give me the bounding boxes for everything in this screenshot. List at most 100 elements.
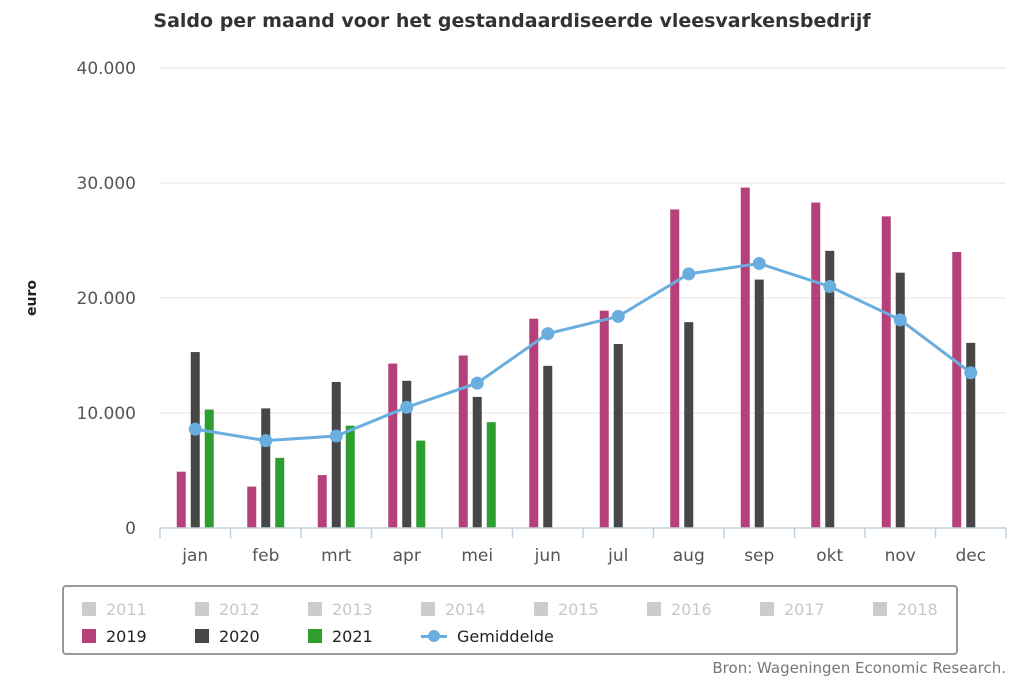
legend-item-2015[interactable]: 2015 [534, 599, 599, 619]
bar-2019-apr [388, 363, 398, 528]
legend-swatch [82, 602, 96, 616]
x-tick-label: sep [744, 546, 774, 566]
y-tick-label: 20.000 [77, 289, 136, 309]
bar-2019-feb [247, 486, 257, 528]
legend-label: 2015 [558, 599, 599, 619]
y-axis-title: euro [24, 280, 40, 316]
legend-label: 2014 [445, 599, 486, 619]
bar-2020-sep [754, 279, 764, 528]
legend-swatch [873, 602, 887, 616]
legend-label: 2013 [332, 599, 373, 619]
bar-2019-nov [881, 216, 891, 528]
point-Gemiddelde-jan [188, 422, 202, 436]
bar-2020-aug [684, 322, 694, 528]
bar-2020-mrt [331, 381, 341, 528]
legend-label: 2019 [106, 626, 147, 646]
legend-item-2013[interactable]: 2013 [308, 599, 373, 619]
x-tick-label: nov [885, 546, 916, 566]
x-tick-label: okt [816, 546, 843, 566]
bar-2019-sep [740, 187, 750, 528]
legend-label: Gemiddelde [457, 626, 554, 646]
legend-swatch [195, 602, 209, 616]
bar-2020-apr [402, 380, 412, 528]
legend-swatch [421, 629, 447, 643]
legend-swatch [308, 629, 322, 643]
legend-label: 2012 [219, 599, 260, 619]
point-Gemiddelde-feb [259, 434, 273, 448]
bar-2019-jan [176, 471, 186, 528]
legend-item-2017[interactable]: 2017 [760, 599, 825, 619]
bar-2021-mrt [345, 425, 355, 528]
point-Gemiddelde-nov [893, 313, 907, 327]
legend-swatch [421, 602, 435, 616]
bar-2019-mei [458, 355, 468, 528]
average-line [188, 257, 978, 448]
grid-lines [160, 67, 1006, 414]
bar-2019-jul [599, 310, 609, 528]
x-tick-label: jul [607, 546, 628, 566]
y-tick-label: 30.000 [77, 174, 136, 194]
legend-item-gemiddelde[interactable]: Gemiddelde [421, 626, 554, 646]
x-tick-label: jan [181, 546, 208, 566]
bar-2021-mei [486, 422, 496, 528]
point-Gemiddelde-dec [964, 366, 978, 380]
x-axis-ticks: jan feb mrt apr mei jun jul aug sep okt nov dec [181, 546, 986, 566]
bars [176, 187, 976, 529]
bar-2020-jul [613, 344, 623, 528]
x-tick-label: mei [461, 546, 493, 566]
legend-item-2016[interactable]: 2016 [647, 599, 712, 619]
legend-swatch [195, 629, 209, 643]
legend-item-2014[interactable]: 2014 [421, 599, 486, 619]
x-tick-label: dec [955, 546, 986, 566]
x-tick-label: apr [393, 546, 421, 566]
point-Gemiddelde-mei [470, 376, 484, 390]
legend-label: 2017 [784, 599, 825, 619]
legend: 2011 2012 2013 2014 2015 2016 2017 2018 2019 2020… [62, 585, 958, 655]
y-axis-ticks: 0 10.000 20.000 30.000 40.000 [77, 59, 136, 539]
legend-label: 2016 [671, 599, 712, 619]
x-axis [159, 527, 1007, 538]
point-Gemiddelde-aug [682, 267, 696, 281]
bar-2021-apr [416, 440, 426, 528]
chart-title: Saldo per maand voor het gestandaardisee… [153, 10, 871, 32]
bar-2020-dec [966, 342, 976, 528]
legend-item-2021[interactable]: 2021 [308, 626, 373, 646]
point-Gemiddelde-jul [611, 309, 625, 323]
y-tick-label: 10.000 [77, 404, 136, 424]
x-tick-label: feb [252, 546, 279, 566]
legend-item-2018[interactable]: 2018 [873, 599, 938, 619]
x-tick-label: aug [673, 546, 705, 566]
point-Gemiddelde-sep [752, 257, 766, 270]
bar-2020-okt [825, 250, 835, 528]
bar-2019-dec [952, 252, 962, 528]
bar-2021-jan [204, 409, 214, 528]
bar-2020-mei [472, 396, 482, 528]
point-Gemiddelde-mrt [329, 429, 343, 443]
x-tick-label: mrt [321, 546, 352, 566]
legend-swatch [308, 602, 322, 616]
bar-2019-aug [670, 209, 680, 528]
bar-2020-nov [895, 272, 905, 528]
bar-2020-feb [261, 408, 271, 528]
bar-2019-jun [529, 318, 539, 528]
line-Gemiddelde [195, 261, 972, 443]
legend-item-2019[interactable]: 2019 [82, 626, 147, 646]
legend-item-2012[interactable]: 2012 [195, 599, 260, 619]
y-tick-label: 40.000 [77, 59, 136, 79]
bar-2019-okt [811, 202, 821, 529]
legend-swatch [82, 629, 96, 643]
point-Gemiddelde-jun [541, 327, 555, 341]
legend-item-2020[interactable]: 2020 [195, 626, 260, 646]
x-tick-label: jun [534, 546, 561, 566]
bar-2019-mrt [317, 475, 327, 528]
legend-item-2011[interactable]: 2011 [82, 599, 147, 619]
legend-swatch [534, 602, 548, 616]
source-credit[interactable]: Bron: Wageningen Economic Research. [712, 659, 1006, 677]
bar-2021-feb [275, 457, 285, 528]
legend-label: 2011 [106, 599, 147, 619]
legend-swatch [647, 602, 661, 616]
legend-swatch [760, 602, 774, 616]
legend-label: 2018 [897, 599, 938, 619]
bar-2020-jan [190, 352, 200, 528]
